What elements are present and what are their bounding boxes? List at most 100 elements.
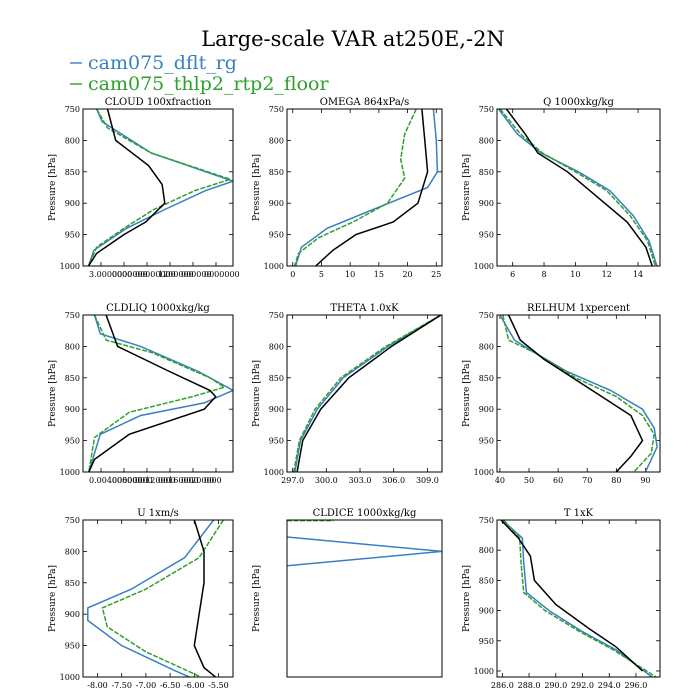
- legend: cam075_dflt_rg cam075_thlp2_rtp2_floor: [70, 52, 329, 95]
- xtick-label: 5: [319, 270, 324, 279]
- ytick-label: 1000: [474, 667, 494, 676]
- xtick-label: 00160000: [158, 476, 199, 485]
- ytick-label: 950: [479, 437, 494, 446]
- ytick-label: 800: [269, 136, 284, 145]
- ytick-label: 950: [269, 437, 284, 446]
- ytick-label: 800: [479, 342, 494, 351]
- plot-frame-q: [496, 108, 661, 267]
- panel-cldliq: CLDLIQ 1000xkg/kg Pressure [hPa] 750 800 850…: [48, 303, 234, 485]
- legend-label-1: cam075_dflt_rg: [88, 52, 237, 74]
- ytick-label: 850: [65, 374, 80, 383]
- ytick-label: 850: [269, 374, 284, 383]
- ytick-label: 800: [479, 546, 494, 555]
- xtick-label: -7.00: [136, 681, 157, 690]
- xtick-label: 286.0: [491, 681, 514, 690]
- ylabel-u: Pressure [hPa]: [48, 565, 58, 632]
- xtick-label: 300.0: [315, 476, 338, 485]
- xtick-label: 10: [345, 270, 355, 279]
- ylabel-omega: Pressure [hPa]: [252, 154, 262, 221]
- ytick-label: 850: [479, 168, 494, 177]
- xtick-label: 60: [553, 476, 563, 485]
- xtick-label: 306.0: [382, 476, 405, 485]
- series-line-1: [497, 109, 658, 266]
- ytick-label: 750: [479, 311, 494, 320]
- xtick-label: 309.0: [416, 476, 439, 485]
- series-line-1: [501, 520, 653, 677]
- series-line-1: [499, 315, 658, 472]
- plot-frame-cldice: [286, 519, 443, 678]
- series-line-1: [287, 536, 442, 567]
- xtick-label: 40: [495, 476, 505, 485]
- plot-frame-cldliq: [82, 314, 234, 473]
- ylabel-theta: Pressure [hPa]: [252, 360, 262, 427]
- xtick-label: 0: [290, 270, 295, 279]
- ytick-label: 1000: [264, 262, 284, 271]
- xtick-label: 00: [204, 476, 214, 485]
- series-line-3: [88, 315, 217, 472]
- xtick-label: 80: [611, 476, 621, 485]
- xtick-label: 15: [374, 270, 384, 279]
- series-line-3: [507, 315, 644, 472]
- ytick-label: 850: [65, 168, 80, 177]
- panel-title-theta: THETA 1.0xK: [330, 303, 399, 314]
- legend-label-2: cam075_thlp2_rtp2_floor: [88, 73, 329, 95]
- ytick-label: 1000: [264, 468, 284, 477]
- ylabel-cldliq: Pressure [hPa]: [48, 360, 58, 427]
- panel-title-relhum: RELHUM 1xpercent: [527, 303, 630, 314]
- xtick-label: 00800000: [112, 476, 153, 485]
- series-line-3: [500, 520, 644, 672]
- ytick-label: 1000: [474, 468, 494, 477]
- xtick-label: 290.0: [544, 681, 567, 690]
- xtick-label: 0000000: [204, 270, 240, 279]
- ytick-label: 900: [479, 607, 494, 616]
- panel-title-u: U 1xm/s: [137, 508, 179, 519]
- panel-title-omega: OMEGA 864xPa/s: [320, 97, 410, 108]
- xtick-label: 294.0: [598, 681, 621, 690]
- ytick-label: 1000: [60, 468, 80, 477]
- xtick-label: 25: [431, 270, 441, 279]
- ytick-label: 900: [479, 199, 494, 208]
- series-line-2: [502, 315, 655, 472]
- ytick-label: 950: [65, 437, 80, 446]
- ytick-label: 900: [65, 199, 80, 208]
- panel-q: Q 1000xkg/kg Pressure [hPa] 750 800 850 900 95…: [462, 97, 661, 279]
- xtick-label: 20: [402, 270, 412, 279]
- series-line-2: [292, 315, 442, 472]
- plot-frame-relhum: [496, 314, 661, 473]
- series-line-2: [87, 109, 233, 266]
- ylabel-cldice: Pressure [hPa]: [252, 565, 262, 632]
- plot-frame-omega: [286, 108, 443, 267]
- ytick-label: 900: [479, 405, 494, 414]
- xtick-label: 303.0: [349, 476, 372, 485]
- series-line-3: [505, 109, 653, 266]
- ylabel-q: Pressure [hPa]: [462, 154, 472, 221]
- xtick-label: 50: [524, 476, 534, 485]
- panel-title-cloud: CLOUD 100xfraction: [105, 97, 212, 108]
- xtick-label: -6.00: [184, 681, 205, 690]
- series-line-1: [87, 520, 215, 677]
- ytick-label: 800: [479, 136, 494, 145]
- series-line-1: [294, 109, 439, 266]
- series-line-2: [499, 109, 657, 266]
- series-line-3: [193, 520, 217, 677]
- ytick-label: 750: [65, 311, 80, 320]
- xtick-label: 0000000: [112, 270, 148, 279]
- ytick-label: 750: [479, 516, 494, 525]
- xtick-label: 00120000: [135, 476, 176, 485]
- xtick-label: 297.0: [281, 476, 304, 485]
- xtick-label: 0.004000000: [89, 476, 142, 485]
- xtick-label: 288.0: [518, 681, 541, 690]
- ytick-label: 950: [479, 637, 494, 646]
- ytick-label: 750: [65, 105, 80, 114]
- xtick-label: 12: [602, 270, 612, 279]
- ytick-label: 900: [65, 610, 80, 619]
- ytick-label: 750: [479, 105, 494, 114]
- xtick-label: -7.50: [111, 681, 132, 690]
- ytick-label: 750: [269, 105, 284, 114]
- xtick-label: 14: [633, 270, 643, 279]
- panel-relhum: RELHUM 1xpercent Pressure [hPa] 750 800 850 9…: [462, 303, 661, 485]
- series-line-2: [101, 520, 224, 677]
- ytick-label: 900: [65, 405, 80, 414]
